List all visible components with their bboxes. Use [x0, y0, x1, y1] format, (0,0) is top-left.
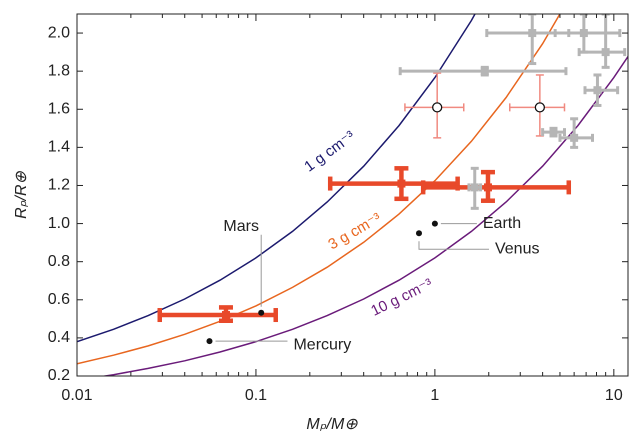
curve-label: 10 g cm⁻³ [368, 275, 435, 319]
point-marker [570, 133, 579, 142]
point-marker [579, 29, 588, 38]
y-tick-label: 1.4 [48, 139, 70, 156]
y-tick-label: 0.2 [48, 367, 70, 384]
planet-point [258, 309, 265, 316]
point-marker [593, 86, 602, 95]
density-curve [77, 14, 476, 343]
y-axis-label: Rₚ/R⊕ [13, 171, 30, 219]
plot-frame [76, 13, 629, 377]
point-marker [601, 48, 610, 57]
point-marker [470, 183, 479, 192]
point-marker [534, 102, 546, 113]
planet-label: Venus [495, 241, 539, 258]
y-tick-label: 1.8 [48, 62, 70, 79]
x-axis-label: Mₚ/M⊕ [306, 416, 358, 433]
x-tick-label: 1 [430, 387, 439, 404]
planet-label: Mercury [293, 336, 351, 353]
point-marker [432, 102, 443, 113]
x-tick-label: 10 [605, 387, 623, 404]
planet-point [206, 338, 213, 345]
y-tick-label: 1.2 [48, 177, 70, 194]
y-tick-label: 1.6 [48, 100, 70, 117]
plot-area [77, 14, 628, 376]
y-tick-label: 2.0 [48, 24, 70, 41]
point-marker [483, 183, 492, 192]
curve-label: 3 g cm⁻³ [325, 210, 384, 254]
planet-label: Earth [483, 215, 521, 232]
y-tick-label: 1.0 [48, 215, 70, 232]
planet-point [415, 230, 422, 237]
curve-label: 1 g cm⁻³ [301, 128, 358, 176]
point-marker [480, 67, 489, 76]
leader-line [418, 241, 489, 250]
x-tick-label: 0.01 [61, 387, 92, 404]
y-tick-label: 0.6 [48, 291, 70, 308]
planet-point [431, 220, 438, 227]
planet-label: Mars [223, 218, 259, 235]
y-tick-label: 0.8 [48, 253, 70, 270]
point-marker [549, 128, 558, 137]
x-tick-label: 0.1 [245, 387, 267, 404]
density-curve [100, 56, 628, 376]
density-curve [77, 14, 561, 365]
point-marker [528, 29, 537, 38]
point-marker [221, 311, 230, 320]
y-tick-label: 0.4 [48, 329, 70, 346]
point-marker [397, 179, 406, 188]
